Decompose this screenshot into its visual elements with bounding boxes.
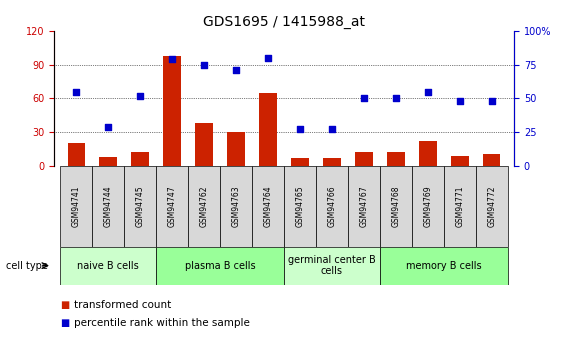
Bar: [131, 152, 149, 166]
Bar: [451, 156, 469, 166]
Text: cell type: cell type: [6, 261, 51, 270]
Text: plasma B cells: plasma B cells: [185, 261, 256, 270]
Text: GSM94765: GSM94765: [295, 185, 304, 227]
Point: [104, 124, 113, 129]
Bar: [227, 132, 245, 166]
Bar: [164, 56, 181, 166]
Point: [360, 96, 369, 101]
Bar: [124, 166, 156, 247]
Text: ■: ■: [60, 300, 69, 310]
Bar: [284, 166, 316, 247]
Bar: [380, 247, 508, 285]
Text: GSM94747: GSM94747: [168, 185, 177, 227]
Bar: [380, 166, 412, 247]
Text: GSM94763: GSM94763: [232, 185, 241, 227]
Text: GSM94767: GSM94767: [360, 185, 369, 227]
Bar: [387, 152, 404, 166]
Bar: [195, 123, 213, 166]
Bar: [99, 157, 117, 166]
Text: GSM94769: GSM94769: [423, 185, 432, 227]
Bar: [355, 152, 373, 166]
Bar: [348, 166, 380, 247]
Text: naive B cells: naive B cells: [77, 261, 139, 270]
Text: GSM94772: GSM94772: [487, 185, 496, 227]
Bar: [156, 247, 284, 285]
Bar: [60, 166, 92, 247]
Point: [423, 89, 432, 94]
Bar: [419, 141, 437, 166]
Text: percentile rank within the sample: percentile rank within the sample: [74, 318, 250, 327]
Text: GSM94771: GSM94771: [455, 185, 464, 227]
Point: [136, 93, 145, 98]
Point: [232, 67, 241, 73]
Bar: [284, 247, 380, 285]
Bar: [316, 166, 348, 247]
Bar: [291, 158, 309, 166]
Text: GSM94766: GSM94766: [327, 185, 336, 227]
Title: GDS1695 / 1415988_at: GDS1695 / 1415988_at: [203, 14, 365, 29]
Bar: [220, 166, 252, 247]
Point: [455, 98, 464, 104]
Point: [391, 96, 400, 101]
Bar: [188, 166, 220, 247]
Point: [72, 89, 81, 94]
Text: GSM94764: GSM94764: [264, 185, 273, 227]
Point: [264, 55, 273, 61]
Bar: [156, 166, 188, 247]
Bar: [252, 166, 284, 247]
Bar: [444, 166, 476, 247]
Text: GSM94768: GSM94768: [391, 185, 400, 227]
Bar: [259, 93, 277, 166]
Text: GSM94762: GSM94762: [199, 185, 208, 227]
Bar: [92, 166, 124, 247]
Bar: [68, 143, 85, 166]
Bar: [476, 166, 508, 247]
Text: memory B cells: memory B cells: [406, 261, 482, 270]
Text: transformed count: transformed count: [74, 300, 171, 310]
Text: GSM94744: GSM94744: [104, 185, 113, 227]
Bar: [483, 155, 500, 166]
Point: [295, 127, 304, 132]
Text: GSM94745: GSM94745: [136, 185, 145, 227]
Bar: [412, 166, 444, 247]
Text: GSM94741: GSM94741: [72, 185, 81, 227]
Point: [199, 62, 208, 68]
Text: germinal center B
cells: germinal center B cells: [288, 255, 376, 276]
Point: [487, 98, 496, 104]
Point: [168, 57, 177, 62]
Text: ■: ■: [60, 318, 69, 327]
Point: [327, 127, 336, 132]
Bar: [323, 158, 341, 166]
Bar: [60, 247, 156, 285]
